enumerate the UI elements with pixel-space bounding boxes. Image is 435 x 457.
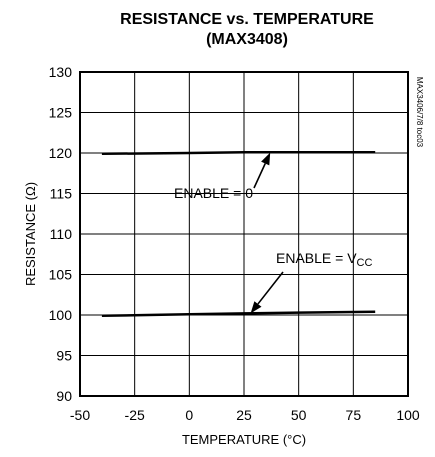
y-tick-label: 115 [50, 186, 73, 202]
y-tick-label: 100 [49, 307, 73, 323]
y-tick-label: 125 [49, 105, 73, 121]
figure-code-label: MAX3406/7/8 toc03 [415, 77, 424, 148]
y-tick-label: 110 [50, 226, 73, 242]
x-tick-label: 25 [236, 407, 252, 423]
series-line [101, 310, 376, 318]
x-tick-label: -25 [125, 407, 145, 423]
annotation-label: ENABLE = VCC [276, 250, 372, 269]
y-tick-label: 130 [49, 64, 73, 80]
y-tick-label: 95 [56, 348, 72, 364]
series-lines [101, 150, 376, 318]
annotation-label: ENABLE = 0 [174, 185, 253, 201]
plot-frame [79, 71, 409, 397]
chart-subtitle: (MAX3408) [206, 31, 288, 48]
x-axis-label: TEMPERATURE (°C) [182, 432, 306, 447]
x-tick-label: 75 [346, 407, 362, 423]
y-tick-label: 120 [49, 145, 73, 161]
x-tick-label: 50 [291, 407, 307, 423]
y-tick-label: 105 [49, 267, 73, 283]
y-axis-label: RESISTANCE (Ω) [23, 182, 38, 286]
y-tick-labels: 90 95 100 105 110 115 120 125 130 [49, 64, 73, 404]
x-tick-label: 100 [396, 407, 420, 423]
annotations: ENABLE = 0 ENABLE = VCC [174, 152, 372, 314]
annotation-arrow-line [253, 163, 266, 189]
chart-title: RESISTANCE vs. TEMPERATURE [120, 11, 374, 28]
annotation-arrowhead [261, 152, 271, 166]
y-tick-label: 90 [56, 388, 72, 404]
annotation-arrow-line [257, 271, 284, 305]
x-tick-label: 0 [185, 407, 193, 423]
annotation-arrowhead [250, 301, 262, 314]
series-line [101, 150, 376, 156]
x-tick-labels: -50 -25 0 25 50 75 100 [70, 407, 420, 423]
grid [80, 72, 408, 396]
x-tick-label: -50 [70, 407, 90, 423]
